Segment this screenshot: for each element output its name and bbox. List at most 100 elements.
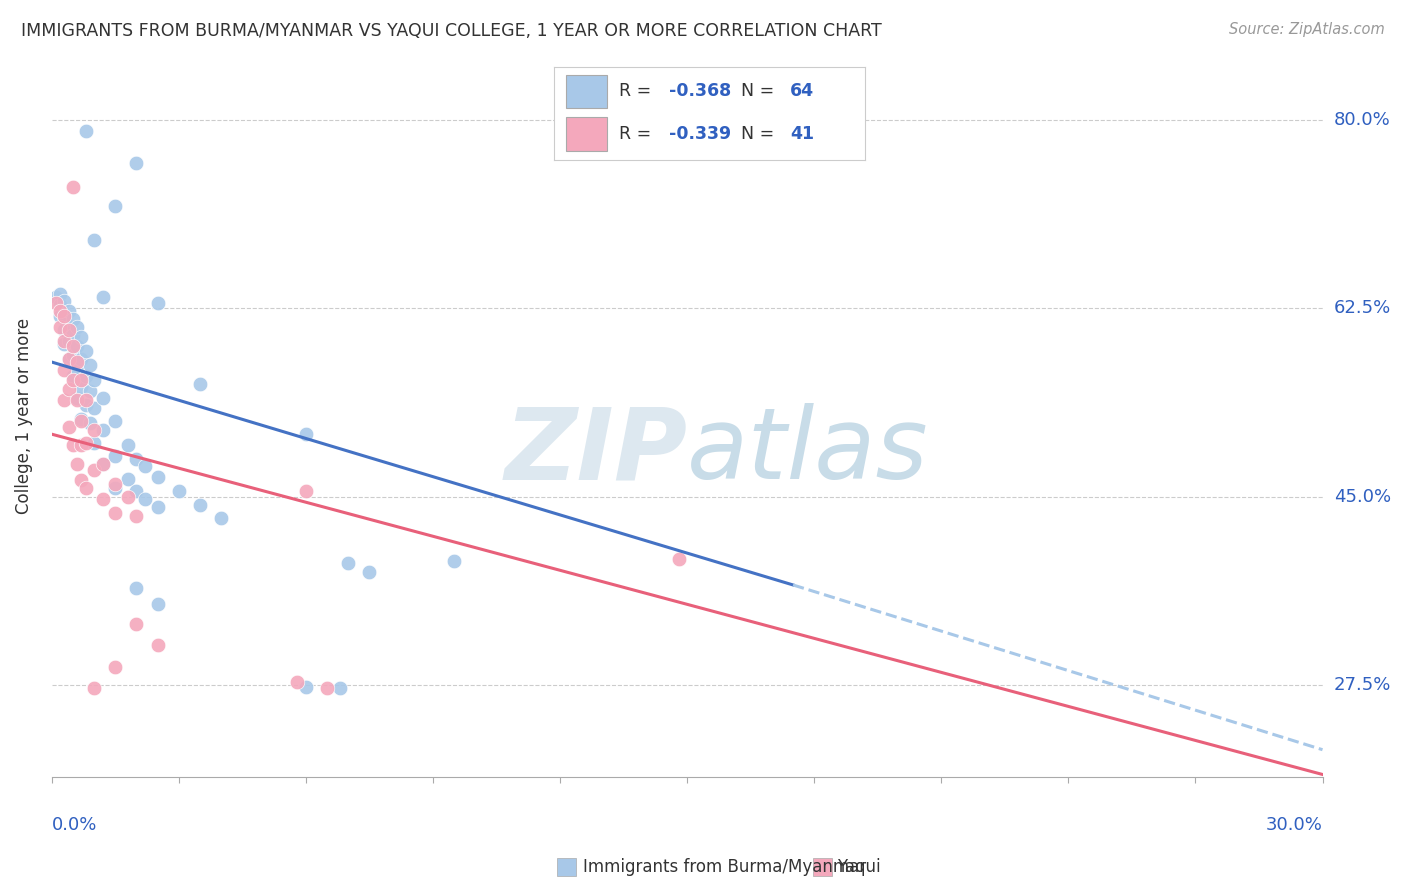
- Point: [70, 351, 93, 366]
- Point: [62, 438, 84, 452]
- Point: [45, 290, 67, 304]
- Point: [66, 362, 89, 376]
- Point: [134, 459, 156, 474]
- Point: [91, 458, 114, 472]
- Point: [125, 616, 148, 631]
- Point: [83, 233, 105, 247]
- Point: [104, 660, 127, 674]
- Point: [316, 681, 339, 696]
- Point: [295, 427, 318, 442]
- Point: [66, 319, 89, 334]
- Point: [146, 470, 169, 484]
- Text: 30.0%: 30.0%: [1265, 816, 1323, 834]
- Point: [329, 681, 352, 696]
- Text: 45.0%: 45.0%: [1334, 488, 1391, 506]
- Point: [209, 511, 232, 525]
- Point: [70, 438, 93, 452]
- Point: [188, 498, 211, 512]
- Point: [83, 401, 105, 416]
- Point: [70, 412, 93, 426]
- Point: [79, 384, 101, 398]
- Point: [79, 358, 101, 372]
- Point: [62, 347, 84, 361]
- Point: [75, 369, 97, 384]
- Point: [49, 287, 72, 301]
- Point: [66, 355, 89, 369]
- Point: [58, 319, 80, 334]
- Point: [75, 344, 97, 359]
- Point: [146, 295, 169, 310]
- Text: 0.0%: 0.0%: [52, 816, 97, 834]
- Point: [91, 491, 114, 506]
- Point: [188, 376, 211, 391]
- Point: [125, 156, 148, 170]
- Text: Immigrants from Burma/Myanmar: Immigrants from Burma/Myanmar: [583, 858, 866, 876]
- Point: [62, 339, 84, 353]
- Point: [53, 392, 76, 407]
- Point: [83, 681, 105, 696]
- Point: [91, 391, 114, 405]
- Text: 62.5%: 62.5%: [1334, 299, 1391, 318]
- Text: 80.0%: 80.0%: [1334, 111, 1391, 128]
- Point: [62, 373, 84, 387]
- Point: [58, 419, 80, 434]
- Point: [75, 123, 97, 137]
- Point: [146, 638, 169, 652]
- Point: [53, 309, 76, 323]
- Point: [66, 392, 89, 407]
- Point: [125, 509, 148, 524]
- Point: [75, 398, 97, 412]
- Point: [49, 309, 72, 323]
- Point: [104, 449, 127, 463]
- Point: [104, 199, 127, 213]
- Point: [62, 179, 84, 194]
- Y-axis label: College, 1 year or more: College, 1 year or more: [15, 318, 32, 514]
- Point: [70, 330, 93, 344]
- Point: [53, 309, 76, 323]
- Point: [58, 334, 80, 348]
- Point: [66, 458, 89, 472]
- Point: [337, 557, 360, 571]
- Point: [49, 304, 72, 318]
- Point: [53, 362, 76, 376]
- Point: [104, 476, 127, 491]
- Point: [83, 423, 105, 437]
- Point: [62, 369, 84, 384]
- Point: [70, 373, 93, 387]
- Point: [104, 506, 127, 520]
- Point: [58, 351, 80, 366]
- Point: [117, 472, 139, 486]
- Point: [104, 481, 127, 495]
- Text: IMMIGRANTS FROM BURMA/MYANMAR VS YAQUI COLLEGE, 1 YEAR OR MORE CORRELATION CHART: IMMIGRANTS FROM BURMA/MYANMAR VS YAQUI C…: [21, 22, 882, 40]
- Point: [443, 554, 465, 568]
- Point: [53, 336, 76, 351]
- Point: [49, 319, 72, 334]
- Point: [117, 490, 139, 504]
- Text: Yaqui: Yaqui: [837, 858, 880, 876]
- Point: [295, 680, 318, 694]
- Point: [66, 391, 89, 405]
- Point: [66, 339, 89, 353]
- Point: [58, 323, 80, 337]
- Point: [62, 312, 84, 326]
- Point: [79, 417, 101, 431]
- Point: [117, 438, 139, 452]
- Point: [295, 484, 318, 499]
- Point: [125, 484, 148, 499]
- Point: [125, 452, 148, 467]
- Point: [91, 290, 114, 304]
- Text: 27.5%: 27.5%: [1334, 676, 1391, 694]
- Point: [146, 597, 169, 611]
- Point: [70, 380, 93, 394]
- Point: [125, 581, 148, 595]
- Point: [49, 298, 72, 312]
- Point: [58, 382, 80, 396]
- Point: [359, 565, 381, 579]
- Point: [58, 304, 80, 318]
- Point: [83, 463, 105, 477]
- Point: [70, 474, 93, 488]
- Text: ZIP: ZIP: [505, 403, 688, 500]
- Point: [75, 392, 97, 407]
- Point: [45, 295, 67, 310]
- Point: [668, 552, 690, 566]
